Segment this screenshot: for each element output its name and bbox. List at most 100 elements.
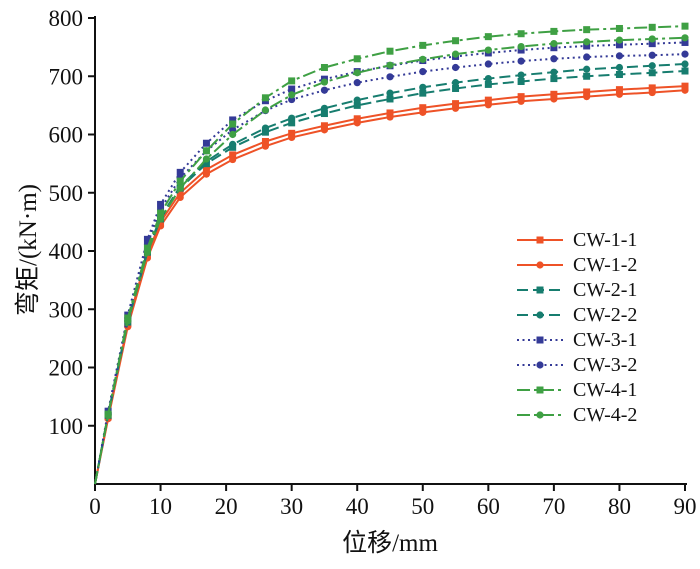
x-tick-label: 40 <box>346 494 369 519</box>
marker-circle <box>176 184 184 192</box>
marker-circle <box>451 63 460 72</box>
marker-circle <box>550 95 558 103</box>
marker-circle <box>229 130 237 139</box>
marker-circle <box>288 133 296 142</box>
marker-square <box>648 84 656 92</box>
marker-circle <box>320 104 329 112</box>
marker-circle <box>386 113 394 121</box>
marker-circle <box>320 78 329 86</box>
marker-circle <box>451 79 460 87</box>
marker-circle <box>517 97 525 105</box>
marker-square <box>353 115 361 123</box>
legend-item: CW-3-1 <box>516 327 637 352</box>
marker-circle <box>419 55 427 63</box>
marker-square <box>157 209 165 217</box>
marker-square <box>583 26 591 34</box>
marker-square <box>386 109 394 117</box>
marker-square <box>615 71 623 79</box>
marker-circle <box>615 63 624 72</box>
marker-circle <box>353 79 361 87</box>
legend-marker-square <box>536 336 544 343</box>
marker-square <box>202 139 210 147</box>
marker-circle <box>615 90 624 98</box>
marker-square <box>583 72 591 80</box>
marker-square <box>452 84 460 92</box>
marker-circle <box>550 40 558 48</box>
x-tick-label: 80 <box>608 494 631 519</box>
x-tick-label: 50 <box>411 494 434 519</box>
marker-circle <box>681 50 689 58</box>
series-line-CW-1-1 <box>94 85 686 485</box>
marker-circle <box>288 91 296 99</box>
marker-circle <box>517 57 525 65</box>
legend-line-sample <box>517 236 563 243</box>
marker-square <box>583 88 591 96</box>
marker-square <box>288 129 296 137</box>
marker-circle <box>386 61 394 69</box>
marker-square <box>143 235 151 243</box>
marker-circle <box>648 88 656 97</box>
legend-line-sample <box>517 410 563 419</box>
legend-line-sample <box>517 386 563 393</box>
legend-line-sample <box>517 286 563 293</box>
legend-item: CW-3-2 <box>516 352 637 377</box>
marker-square <box>419 104 427 112</box>
marker-square <box>484 96 492 104</box>
marker-square <box>419 89 427 97</box>
legend-label: CW-2-2 <box>573 303 638 326</box>
legend-item: CW-2-1 <box>516 277 637 302</box>
legend-label: CW-1-1 <box>573 228 638 251</box>
marker-circle <box>143 248 152 256</box>
legend-line-sample <box>517 260 563 269</box>
marker-square <box>550 75 558 83</box>
marker-circle <box>176 193 184 202</box>
marker-square <box>583 42 591 50</box>
legend-label: CW-4-1 <box>573 378 638 401</box>
legend-line-sample <box>517 310 563 319</box>
marker-square <box>386 95 394 103</box>
marker-circle <box>261 124 270 132</box>
legend-item: CW-1-2 <box>516 252 637 277</box>
marker-square <box>550 27 558 35</box>
marker-square <box>288 119 296 127</box>
marker-square <box>157 200 165 208</box>
legend-label: CW-3-2 <box>573 353 638 376</box>
series-line-CW-3-2 <box>94 53 686 485</box>
marker-circle <box>353 96 361 104</box>
marker-square <box>176 177 184 185</box>
y-tick-label: 800 <box>49 6 84 31</box>
marker-circle <box>419 83 427 91</box>
marker-circle <box>648 35 656 43</box>
legend-item: CW-1-1 <box>516 227 637 252</box>
marker-square <box>648 23 656 31</box>
marker-square <box>386 47 394 55</box>
marker-circle <box>681 34 689 42</box>
marker-circle <box>550 55 558 63</box>
marker-circle <box>517 42 525 51</box>
y-tick-label: 200 <box>49 356 84 381</box>
marker-square <box>288 85 296 93</box>
marker-square <box>320 122 328 130</box>
marker-circle <box>124 317 132 325</box>
legend: CW-1-1 CW-1-2 CW-2-1 CW-2-2 CW-3-1 CW-3-2 CW-4… <box>516 227 637 427</box>
legend-marker-circle <box>536 410 544 419</box>
x-tick-label: 20 <box>215 494 238 519</box>
marker-square <box>681 82 689 90</box>
marker-circle <box>484 74 492 83</box>
series-CW-4-2 <box>94 34 689 485</box>
marker-circle <box>386 73 394 81</box>
series-line-CW-3-1 <box>94 41 686 485</box>
x-tick-label: 60 <box>477 494 500 519</box>
marker-circle <box>202 170 211 178</box>
marker-square <box>261 137 269 145</box>
marker-circle <box>261 142 270 150</box>
marker-square <box>681 67 689 75</box>
legend-label: CW-1-2 <box>573 253 638 276</box>
y-tick-label: 400 <box>49 239 84 264</box>
series-line-CW-4-2 <box>94 36 686 485</box>
marker-square <box>202 165 210 173</box>
marker-circle <box>229 140 237 149</box>
marker-square <box>229 120 237 128</box>
marker-circle <box>353 119 361 127</box>
series-line-CW-1-2 <box>94 89 686 485</box>
